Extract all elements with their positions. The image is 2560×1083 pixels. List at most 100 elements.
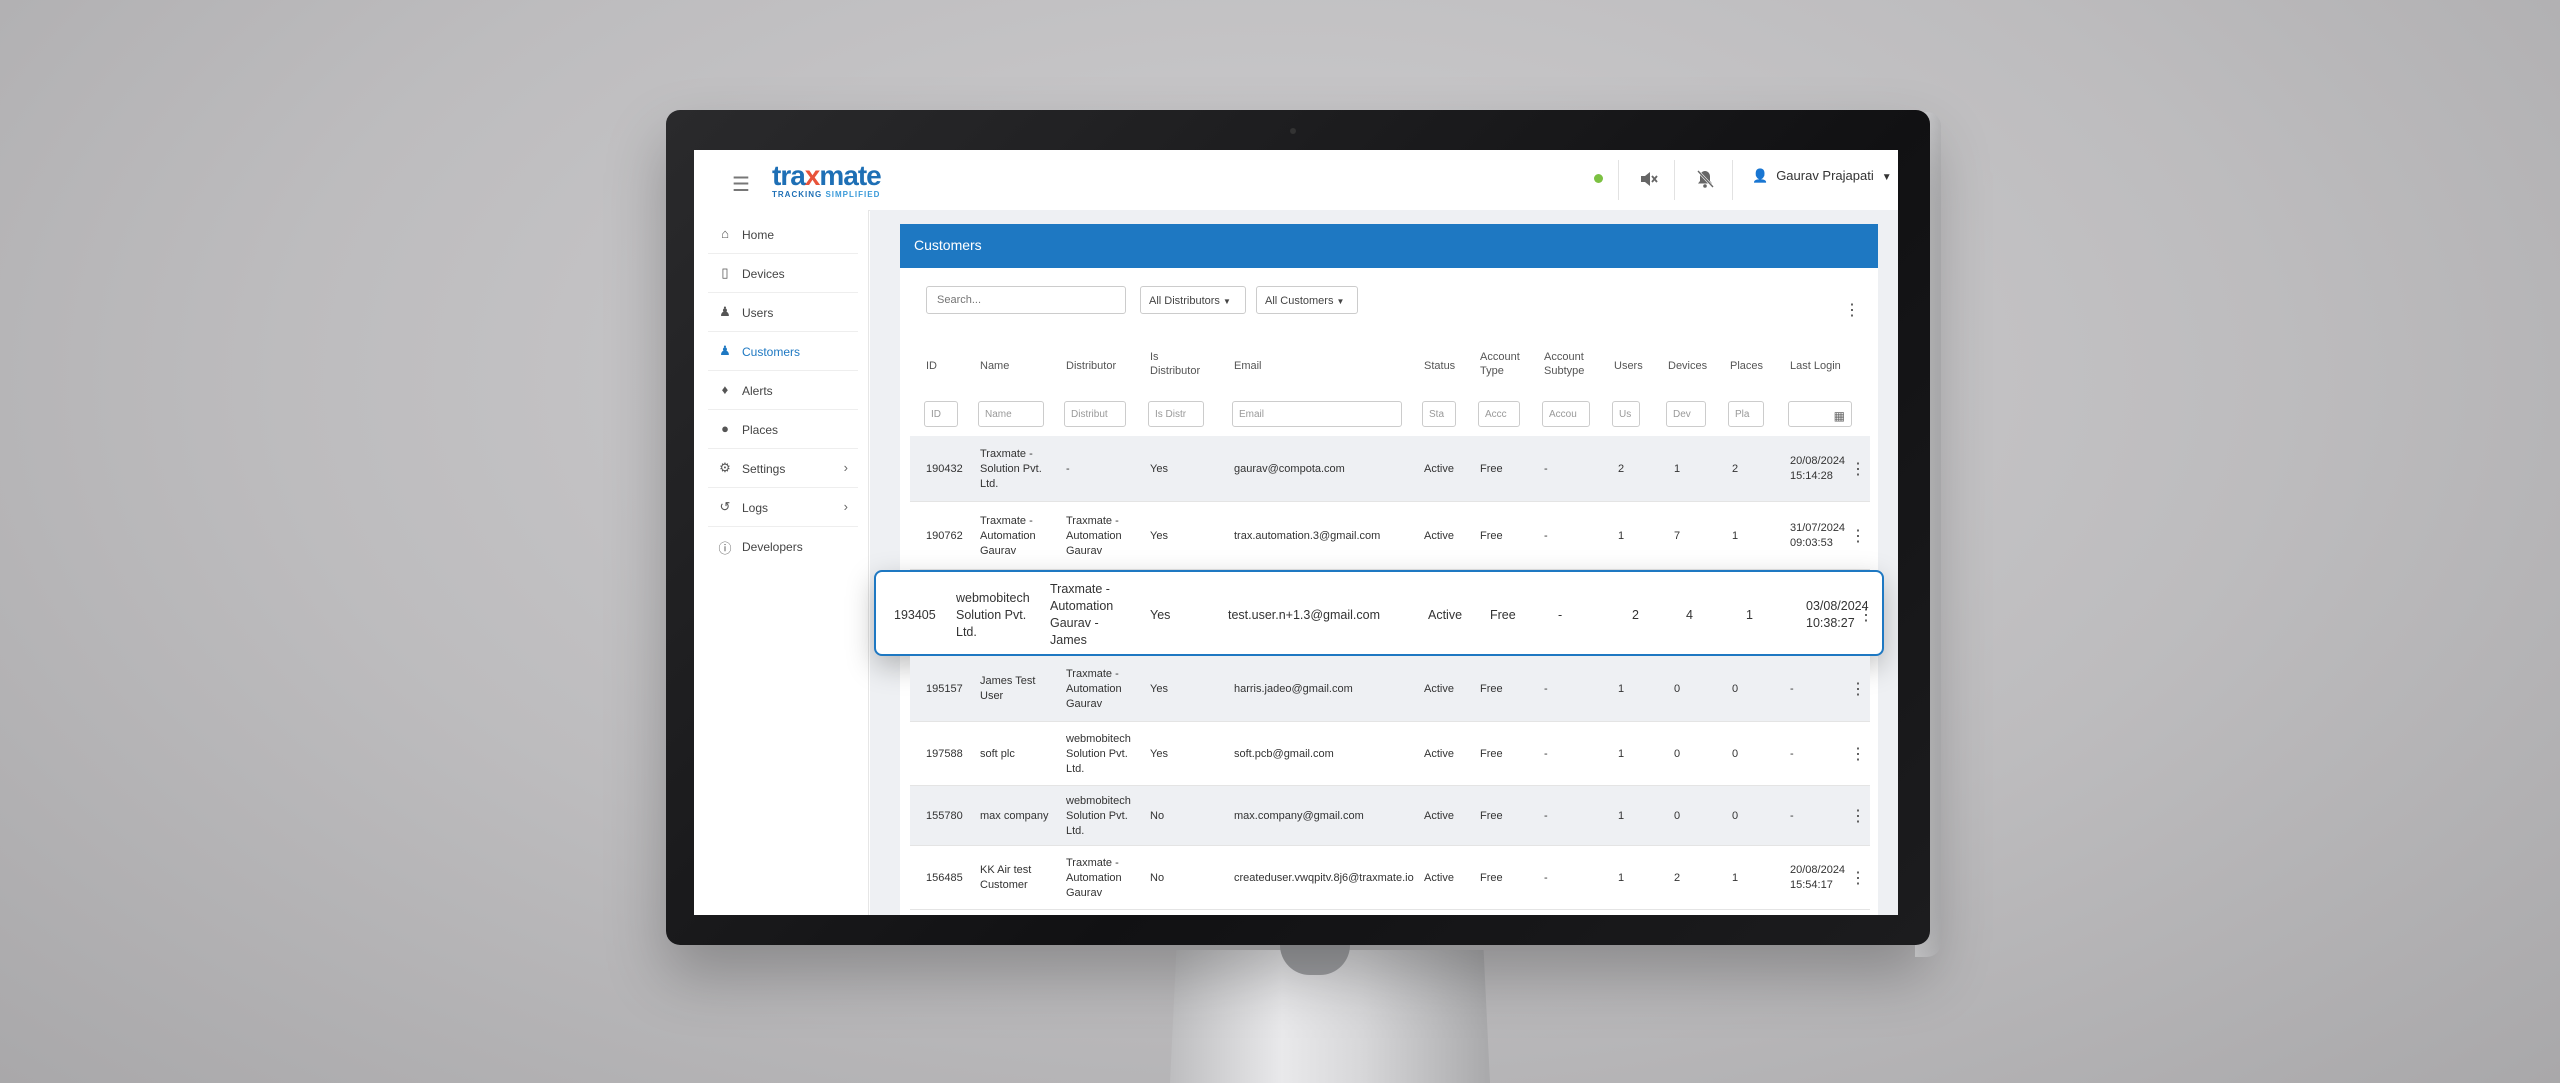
- hamburger-icon[interactable]: ☰: [732, 174, 750, 196]
- main-content: Customers All Distributors ▼ All Custome…: [870, 210, 1898, 915]
- customer-filter-value: All Customers: [1265, 295, 1334, 307]
- filter-account-type-input[interactable]: Accc: [1478, 401, 1520, 427]
- cell-line: Customer: [980, 879, 1028, 891]
- gear-icon: ⚙: [719, 460, 731, 475]
- column-header-devices[interactable]: Devices: [1668, 360, 1708, 372]
- header-text: Distributor: [1150, 365, 1201, 377]
- cell-line: Free: [1480, 810, 1503, 822]
- row-actions-icon[interactable]: ⋮: [1850, 461, 1866, 478]
- sidebar-item-label: Devices: [742, 267, 785, 281]
- filter-users-input[interactable]: Us: [1612, 401, 1640, 427]
- sound-muted-icon[interactable]: [1634, 164, 1664, 194]
- row-actions-icon[interactable]: ⋮: [1850, 870, 1866, 887]
- cell-line: Solution Pvt.: [980, 463, 1042, 475]
- filter-status-input[interactable]: Sta: [1422, 401, 1456, 427]
- column-header-name[interactable]: Name: [980, 360, 1010, 372]
- sidebar-item-places[interactable]: ● Places: [708, 411, 858, 449]
- sidebar: ⌂ Home ▯ Devices ♟ Users ♟ Customers ♦ Alerts…: [694, 210, 869, 915]
- column-header-email[interactable]: Email: [1234, 360, 1262, 372]
- filter-name-input[interactable]: Name: [978, 401, 1044, 427]
- cell-line: Gaurav: [1066, 545, 1103, 557]
- cell-line: createduser.vwqpitv.8j6@traxmate.io: [1234, 872, 1414, 884]
- filter-last-login-date[interactable]: ▦: [1788, 401, 1852, 427]
- logo-text-x: x: [804, 160, 821, 191]
- cell-line: Traxmate -: [980, 448, 1033, 460]
- sidebar-item-customers[interactable]: ♟ Customers: [708, 333, 858, 371]
- row-actions-icon[interactable]: ⋮: [1858, 607, 1874, 624]
- row-actions-icon[interactable]: ⋮: [1850, 528, 1866, 545]
- sidebar-item-logs[interactable]: ↺ Logs ›: [708, 489, 858, 527]
- column-header-status[interactable]: Status: [1424, 360, 1456, 372]
- table-row[interactable]: 197588 soft plc webmobitech Solution Pvt. Lt…: [910, 722, 1870, 786]
- filter-distributor-input[interactable]: Distribut: [1064, 401, 1126, 427]
- user-menu[interactable]: 👤 Gaurav Prajapati ▼: [1752, 168, 1892, 184]
- cell-email: createduser.vwqpitv.8j6@traxmate.io: [1234, 871, 1414, 886]
- column-header-last-login[interactable]: Last Login: [1790, 360, 1841, 372]
- history-icon: ↺: [719, 499, 731, 514]
- cell-line: Automation: [1066, 872, 1122, 884]
- customers-icon: ♟: [719, 343, 731, 358]
- row-actions-icon[interactable]: ⋮: [1850, 746, 1866, 763]
- row-actions-icon[interactable]: ⋮: [1850, 808, 1866, 825]
- more-options-icon[interactable]: ⋮: [1844, 302, 1860, 319]
- filter-email-input[interactable]: Email: [1232, 401, 1402, 427]
- sidebar-item-developers[interactable]: ⓘ Developers: [708, 528, 858, 566]
- table-row[interactable]: 190762 Traxmate - Automation Gaurav Traxmate…: [910, 502, 1870, 570]
- search-input[interactable]: [926, 286, 1126, 314]
- column-header-account-subtype[interactable]: Account Subtype: [1544, 350, 1584, 378]
- column-header-id[interactable]: ID: [926, 360, 937, 372]
- cell-line: max.company@gmail.com: [1234, 810, 1364, 822]
- cell-line: 1: [1618, 872, 1625, 884]
- cell-name: max company: [980, 809, 1048, 824]
- column-header-places[interactable]: Places: [1730, 360, 1764, 372]
- table-row[interactable]: 195157 James Test User Traxmate - Automation…: [910, 656, 1870, 722]
- cell-line: 15:14:28: [1790, 470, 1833, 482]
- cell-line: -: [1558, 608, 1563, 622]
- column-header-users[interactable]: Users: [1614, 360, 1643, 372]
- table-row-selected[interactable]: 193405 webmobitech Solution Pvt. Ltd. Traxma…: [874, 570, 1884, 656]
- cell-is-distributor: No: [1150, 871, 1164, 886]
- table-row[interactable]: 156485 KK Air test Customer Traxmate - Autom…: [910, 846, 1870, 910]
- cell-line: No: [1150, 810, 1165, 822]
- table-row[interactable]: 155780 max company webmobitech Solution Pvt…: [910, 786, 1870, 846]
- filter-account-subtype-input[interactable]: Accou: [1542, 401, 1590, 427]
- cell-distributor: Traxmate - Automation Gaurav: [1066, 856, 1122, 901]
- cell-status: Active: [1424, 809, 1454, 824]
- row-actions-icon[interactable]: ⋮: [1850, 681, 1866, 698]
- notifications-off-icon[interactable]: [1690, 164, 1720, 194]
- cell-email: trax.automation.3@gmail.com: [1234, 529, 1380, 544]
- logo-text-a: tra: [772, 160, 806, 191]
- table-row[interactable]: 190432 Traxmate - Solution Pvt. Ltd. - Yes gau…: [910, 436, 1870, 502]
- sidebar-item-users[interactable]: ♟ Users: [708, 294, 858, 332]
- filter-places-input[interactable]: Pla: [1728, 401, 1764, 427]
- cell-places: 0: [1732, 747, 1738, 762]
- sidebar-item-label: Customers: [742, 345, 801, 359]
- cell-line: Active: [1424, 463, 1454, 475]
- cell-status: Active: [1424, 462, 1454, 477]
- filter-devices-input[interactable]: Dev: [1666, 401, 1706, 427]
- sidebar-item-alerts[interactable]: ♦ Alerts: [708, 372, 858, 410]
- sidebar-item-home[interactable]: ⌂ Home: [708, 216, 858, 254]
- cell-last-login: 20/08/2024 15:54:17: [1790, 863, 1845, 893]
- cell-account-subtype: -: [1544, 871, 1548, 886]
- sidebar-item-label: Places: [742, 423, 779, 437]
- cell-line: 0: [1674, 748, 1681, 760]
- cell-email: soft.pcb@gmail.com: [1234, 747, 1334, 762]
- column-header-is-distributor[interactable]: Is Distributor: [1150, 350, 1200, 378]
- cell-users: 2: [1618, 462, 1624, 477]
- cell-distributor: webmobitech Solution Pvt. Ltd.: [1066, 794, 1131, 839]
- traxmate-logo[interactable]: traxmate TRACKING SIMPLIFIED: [772, 160, 882, 199]
- top-header: ☰ traxmate TRACKING SIMPLIFIED 👤 Gaurav P…: [708, 150, 1898, 211]
- distributor-filter-dropdown[interactable]: All Distributors ▼: [1140, 286, 1246, 314]
- cell-account-type: Free: [1480, 682, 1503, 697]
- cell-line: -: [1544, 530, 1548, 542]
- chevron-right-icon: ›: [843, 460, 848, 475]
- column-header-distributor[interactable]: Distributor: [1066, 360, 1117, 372]
- customer-filter-dropdown[interactable]: All Customers ▼: [1256, 286, 1358, 314]
- filter-id-input[interactable]: ID: [924, 401, 958, 427]
- column-header-account-type[interactable]: Account Type: [1480, 350, 1520, 378]
- sidebar-item-settings[interactable]: ⚙ Settings ›: [708, 450, 858, 488]
- sidebar-item-devices[interactable]: ▯ Devices: [708, 255, 858, 293]
- cell-line: 1: [1732, 872, 1739, 884]
- filter-is-distributor-input[interactable]: Is Distr: [1148, 401, 1204, 427]
